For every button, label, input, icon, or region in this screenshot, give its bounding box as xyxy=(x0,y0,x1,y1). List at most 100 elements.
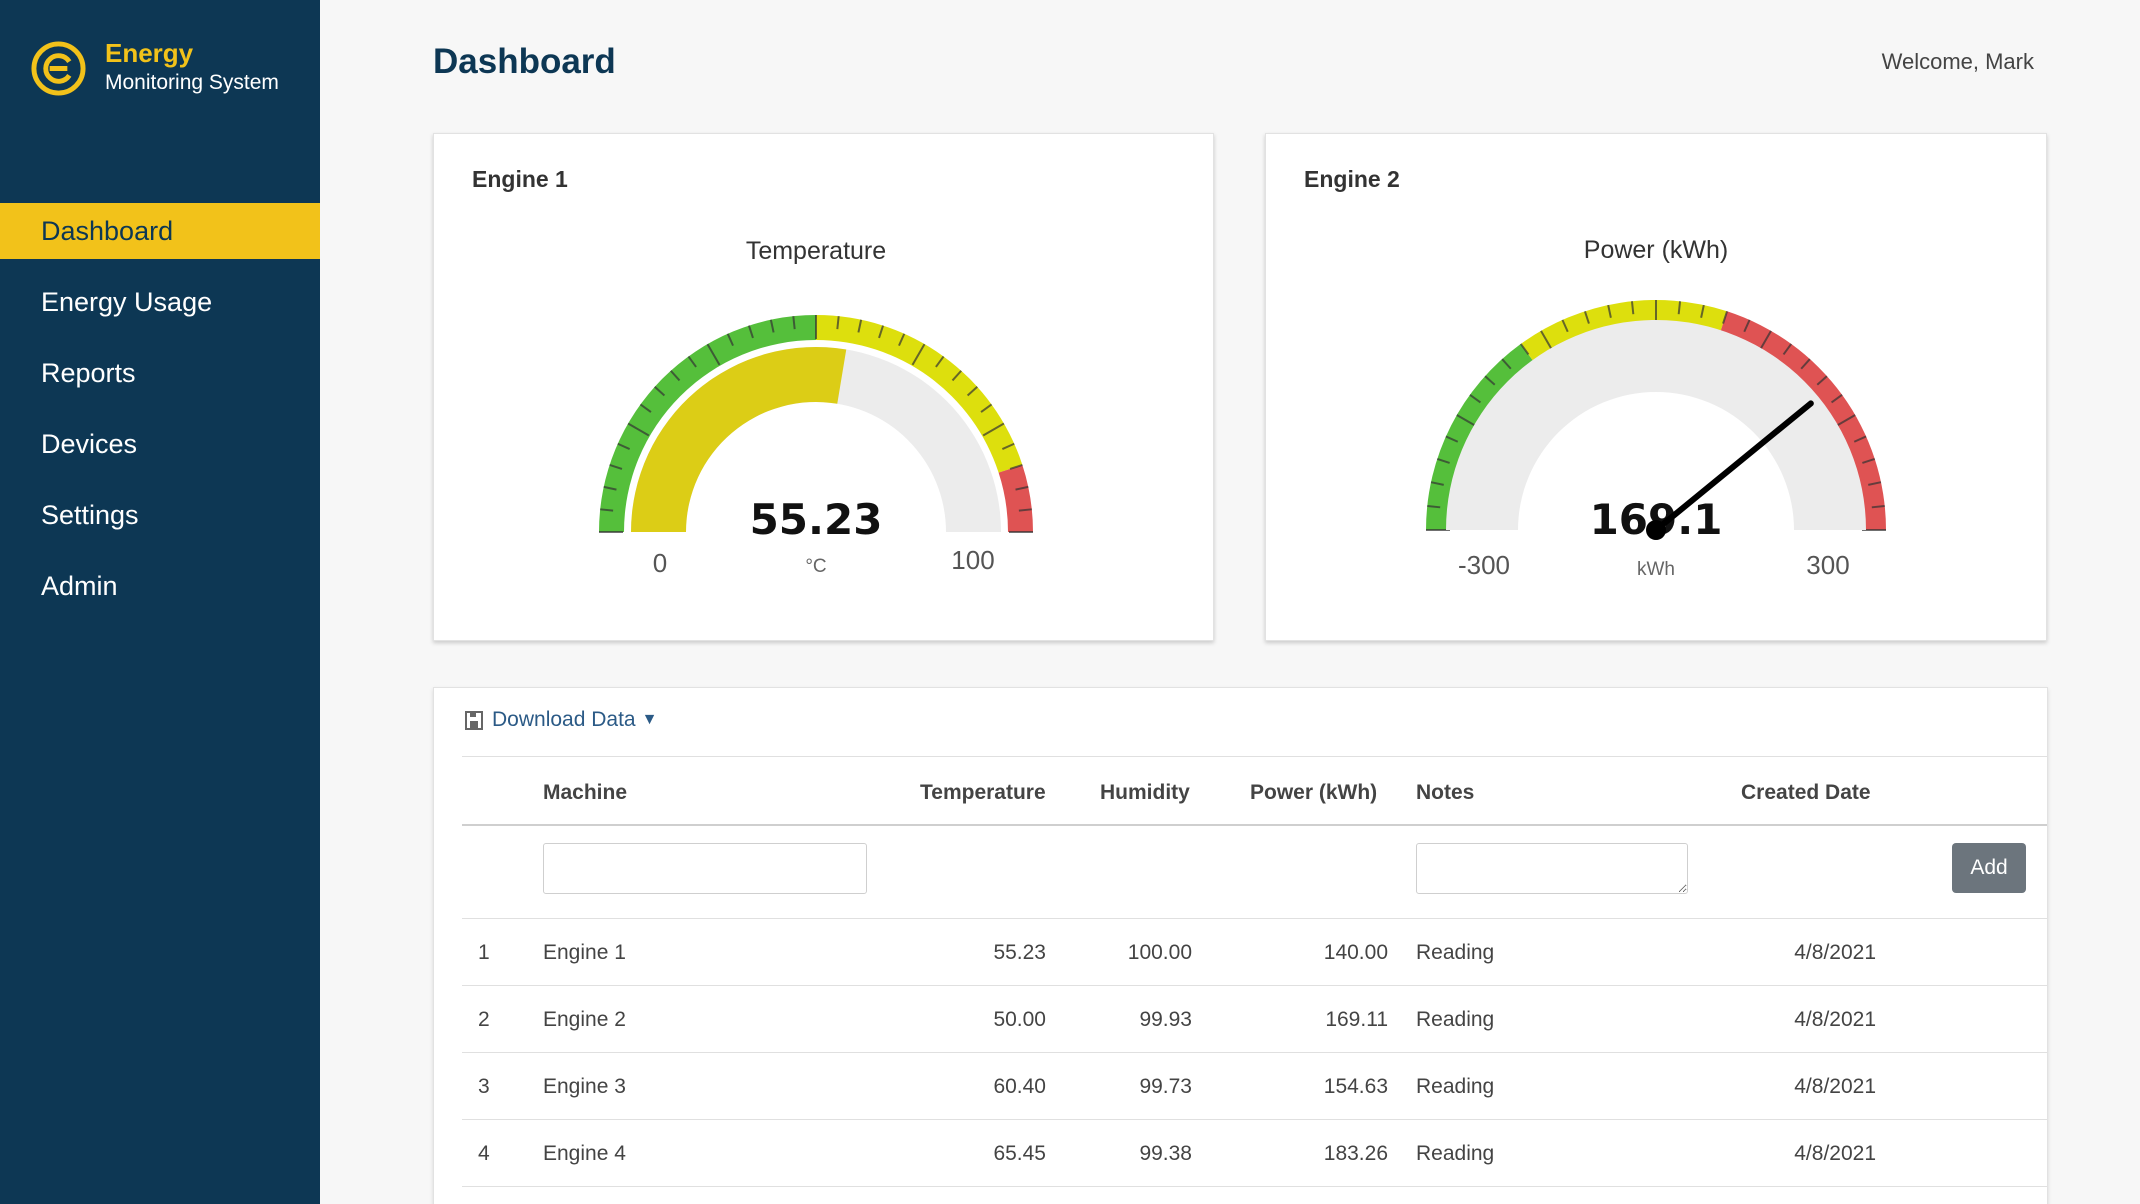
gauge-tick xyxy=(1484,375,1496,386)
table-row[interactable]: 4 Engine 4 65.45 99.38 183.26 Reading 4/… xyxy=(434,1120,2049,1186)
gauge-tick xyxy=(1722,310,1729,324)
sidebar-item-settings[interactable]: Settings xyxy=(41,500,139,530)
table-row[interactable]: 2 Engine 2 50.00 99.93 169.11 Reading 4/… xyxy=(434,986,2049,1052)
gauge-max-label: 100 xyxy=(951,545,994,575)
gauge-min-label: 0 xyxy=(653,548,667,578)
gauge-tick xyxy=(951,370,962,382)
row-created-date: 4/8/2021 xyxy=(1794,1008,1876,1031)
row-humidity: 100.00 xyxy=(1127,941,1192,964)
gauge-tick xyxy=(980,403,993,413)
gauge-tick xyxy=(706,343,721,366)
row-index: 2 xyxy=(478,1008,490,1031)
gauge-unit: °C xyxy=(805,556,826,577)
gauge-band xyxy=(1719,311,1886,530)
gauge-needle xyxy=(1653,400,1814,533)
row-notes: Reading xyxy=(1416,1075,1495,1098)
row-index: 4 xyxy=(478,1142,490,1165)
gauge-tick xyxy=(792,316,796,330)
gauge-tick xyxy=(898,333,906,347)
row-power: 169.11 xyxy=(1325,1008,1388,1031)
engine-1-card: Engine 1 Temperature 55.23 °C 0 100 xyxy=(433,133,1214,641)
card-title: Engine 2 xyxy=(1304,166,1400,192)
gauge-tick xyxy=(603,485,617,491)
sidebar-item-admin[interactable]: Admin xyxy=(41,571,118,601)
column-header-power[interactable]: Power (kWh) xyxy=(1250,781,1378,804)
gauge-track xyxy=(1446,320,1866,530)
gauge-tick xyxy=(1009,463,1023,470)
row-notes: Reading xyxy=(1416,941,1495,964)
gauge-tick xyxy=(1607,304,1612,318)
brand-subtitle: Monitoring System xyxy=(105,71,279,94)
data-table-card: Download Data ▼ Machine Temperature Humi… xyxy=(433,687,2048,1204)
gauge-tick xyxy=(654,386,666,397)
engine-2-card: Engine 2 Power (kWh) 169.1 kWh -300 300 xyxy=(1265,133,2047,641)
gauge-band xyxy=(998,464,1033,532)
gauge-tick xyxy=(1677,301,1682,315)
column-header-notes[interactable]: Notes xyxy=(1416,781,1475,804)
gauge-tick xyxy=(747,325,754,339)
download-data-button[interactable]: Download Data ▼ xyxy=(464,708,657,732)
gauge-needle-pivot xyxy=(1646,520,1666,540)
gauge-tick xyxy=(1743,319,1751,333)
gauge-tick xyxy=(1871,504,1885,509)
gauge-tick xyxy=(1427,504,1441,509)
gauge-tick xyxy=(935,355,945,368)
gauge-tick xyxy=(609,463,623,470)
divider xyxy=(462,756,2047,757)
gauge-tick xyxy=(1853,435,1867,443)
brand[interactable]: Energy Monitoring System xyxy=(30,38,279,98)
add-button[interactable]: Add xyxy=(1952,843,2026,893)
row-temperature: 60.40 xyxy=(993,1075,1046,1098)
row-power: 154.63 xyxy=(1323,1075,1388,1098)
row-index: 1 xyxy=(478,941,490,964)
gauge-tick xyxy=(1868,481,1882,486)
sidebar-nav: Dashboard Energy Usage Reports Devices S… xyxy=(0,203,320,629)
sidebar: Energy Monitoring System Dashboard Energ… xyxy=(0,0,320,1204)
column-header-machine[interactable]: Machine xyxy=(543,781,628,804)
row-power: 183.26 xyxy=(1323,1142,1388,1165)
gauge-tick xyxy=(1015,485,1029,491)
gauge-tick xyxy=(857,319,863,333)
gauge-tick xyxy=(627,422,650,437)
gauge-tick xyxy=(1561,319,1569,333)
gauge-tick xyxy=(966,386,978,397)
column-header-humidity[interactable]: Humidity xyxy=(1100,781,1190,804)
caret-down-icon: ▼ xyxy=(641,711,658,728)
machine-input[interactable] xyxy=(543,843,867,894)
welcome-text: Welcome, Mark xyxy=(1881,49,2034,74)
row-machine: Engine 4 xyxy=(543,1142,626,1165)
gauge-min-label: -300 xyxy=(1458,550,1510,580)
sidebar-item-reports[interactable]: Reports xyxy=(41,358,136,388)
gauge-tick xyxy=(1430,481,1444,486)
gauge-tick xyxy=(687,355,697,368)
e-circle-logo-icon xyxy=(31,40,86,96)
brand-title: Energy xyxy=(105,38,194,68)
sidebar-item-energy-usage[interactable]: Energy Usage xyxy=(41,287,213,317)
sidebar-item-devices[interactable]: Devices xyxy=(41,429,138,459)
row-humidity: 99.93 xyxy=(1139,1008,1192,1031)
row-created-date: 4/8/2021 xyxy=(1794,1142,1876,1165)
gauge-tick xyxy=(1630,301,1635,315)
gauge-tick xyxy=(1436,457,1450,464)
gauge-tick xyxy=(726,333,734,347)
table-row[interactable]: 1 Engine 1 55.23 100.00 140.00 Reading 4… xyxy=(434,919,2049,985)
table-row[interactable]: 3 Engine 3 60.40 99.73 154.63 Reading 4/… xyxy=(434,1053,2049,1119)
row-machine: Engine 2 xyxy=(543,1008,626,1031)
gauge-tick xyxy=(982,422,1005,437)
notes-input[interactable] xyxy=(1416,843,1688,894)
sidebar-item-dashboard[interactable]: Dashboard xyxy=(0,203,320,259)
card-title: Engine 1 xyxy=(472,166,568,192)
gauge-tick xyxy=(1445,435,1459,443)
gauge-tick xyxy=(1782,343,1792,356)
gauge-tick xyxy=(1862,457,1876,464)
row-temperature: 65.45 xyxy=(993,1142,1046,1165)
divider xyxy=(462,1186,2047,1187)
row-humidity: 99.73 xyxy=(1139,1075,1192,1098)
gauge-title: Power (kWh) xyxy=(1584,236,1728,264)
save-icon xyxy=(465,711,483,730)
gauge-band xyxy=(1520,300,1728,365)
column-header-temperature[interactable]: Temperature xyxy=(920,781,1046,804)
row-notes: Reading xyxy=(1416,1142,1495,1165)
gauge-tick xyxy=(1520,343,1530,356)
column-header-created-date[interactable]: Created Date xyxy=(1741,781,1871,804)
